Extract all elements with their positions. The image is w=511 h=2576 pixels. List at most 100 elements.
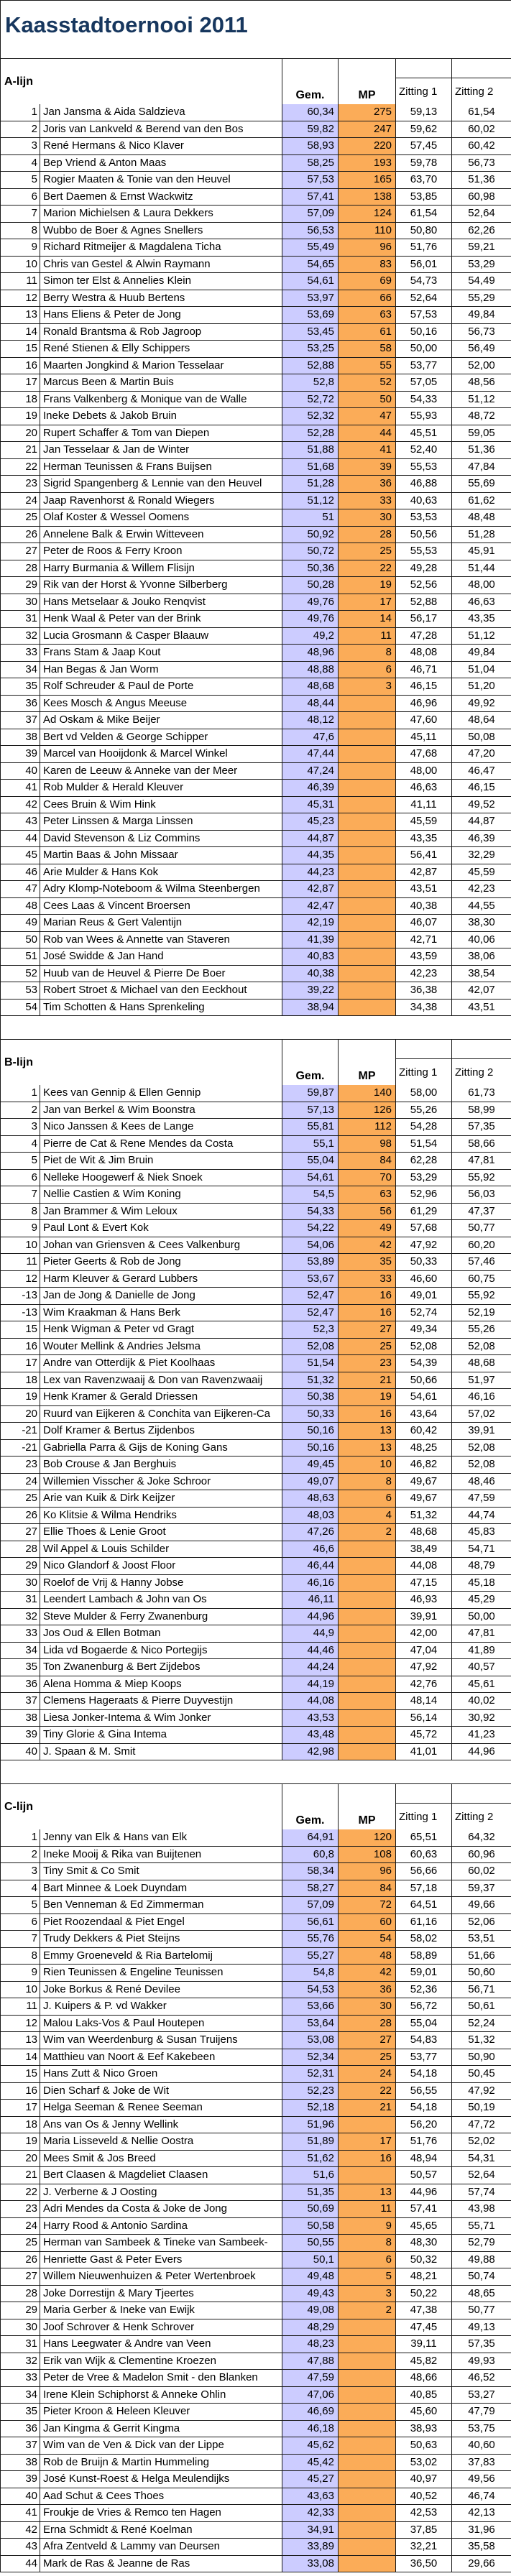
gem-cell: 54,61: [282, 1169, 339, 1186]
rank-cell: 28: [1, 2285, 40, 2302]
zitting1-cell: 52,74: [396, 1304, 452, 1321]
mp-cell: 140: [339, 1085, 396, 1102]
gem-cell: 52,47: [282, 1304, 339, 1321]
gem-cell: 46,18: [282, 2420, 339, 2437]
gem-cell: 56,53: [282, 222, 339, 239]
table-row: 18 Ans van Os & Jenny Wellink 51,96 56,2…: [1, 2116, 511, 2133]
pair-names-cell: Ans van Os & Jenny Wellink: [40, 2116, 282, 2133]
gem-cell: 50,36: [282, 560, 339, 576]
table-row: 50 Rob van Wees & Annette van Staveren 4…: [1, 931, 511, 948]
zitting2-cell: 53,51: [452, 1931, 511, 1947]
zitting2-cell: 52,24: [452, 2016, 511, 2032]
zitting1-cell: 51,54: [396, 1135, 452, 1152]
table-row: 26 Ko Klitsie & Wilma Hendriks 48,03 4 5…: [1, 1507, 511, 1524]
zitting1-cell: 52,40: [396, 442, 452, 458]
zitting2-cell: 50,08: [452, 729, 511, 746]
gem-cell: 33,89: [282, 2539, 339, 2555]
section-label: C-lijn: [1, 1784, 282, 1829]
table-row: 7 Trudy Dekkers & Piet Steijns 55,76 54 …: [1, 1931, 511, 1948]
rank-cell: 29: [1, 1558, 40, 1574]
page-title: Kaasstadtoernooi 2011: [5, 12, 248, 37]
zitting1-cell: 54,18: [396, 2100, 452, 2116]
zitting1-cell: 54,83: [396, 2032, 452, 2049]
zitting1-cell: 60,42: [396, 1423, 452, 1439]
gem-cell: 55,04: [282, 1153, 339, 1169]
gem-cell: 46,39: [282, 780, 339, 796]
table-row: 17 Marcus Been & Martin Buis 52,8 52 57,…: [1, 374, 511, 392]
zitting1-cell: 56,20: [396, 2116, 452, 2133]
rank-cell: 32: [1, 2353, 40, 2369]
empty-header-cell: [396, 1040, 451, 1059]
zitting1-cell: 41,11: [396, 796, 452, 813]
gem-cell: 53,67: [282, 1270, 339, 1287]
zitting2-cell: 50,90: [452, 2049, 511, 2066]
rank-cell: 23: [1, 476, 40, 492]
rank-cell: 42: [1, 2521, 40, 2538]
gem-cell: 46,11: [282, 1592, 339, 1608]
zitting1-cell: 46,88: [396, 476, 452, 492]
pair-names-cell: J. Kuipers & P. vd Wakker: [40, 1998, 282, 2015]
gem-cell: 55,1: [282, 1135, 339, 1152]
pair-names-cell: Cees Bruin & Wim Hink: [40, 796, 282, 813]
pair-names-cell: Marcus Been & Martin Buis: [40, 374, 282, 391]
gem-cell: 48,96: [282, 645, 339, 661]
rank-cell: 38: [1, 2454, 40, 2470]
rank-cell: 11: [1, 1254, 40, 1270]
gem-cell: 47,06: [282, 2386, 339, 2403]
zitting1-cell: 44,96: [396, 2184, 452, 2200]
table-row: 49 Marian Reus & Gert Valentijn 42,19 46…: [1, 915, 511, 932]
gem-cell: 44,46: [282, 1642, 339, 1658]
table-row: 19 Maria Lisseveld & Nellie Oostra 51,89…: [1, 2133, 511, 2151]
rank-cell: 10: [1, 1237, 40, 1253]
mp-cell: 6: [339, 2251, 396, 2268]
mp-cell: [339, 830, 396, 846]
table-row: 1 Kees van Gennip & Ellen Gennip 59,87 1…: [1, 1085, 511, 1102]
zitting2-cell: 57,35: [452, 2336, 511, 2353]
zitting2-cell: 42,23: [452, 881, 511, 897]
rank-cell: 12: [1, 290, 40, 306]
mp-cell: 83: [339, 256, 396, 272]
zitting2-cell: 40,60: [452, 2437, 511, 2454]
pair-names-cell: Peter Linssen & Marga Linssen: [40, 813, 282, 830]
pair-names-cell: Tiny Glorie & Gina Intema: [40, 1727, 282, 1743]
rank-cell: 36: [1, 1676, 40, 1692]
gem-cell: 47,24: [282, 762, 339, 779]
mp-cell: [339, 2539, 396, 2555]
zitting2-cell: 50,45: [452, 2066, 511, 2082]
zitting2-cell: 40,02: [452, 1693, 511, 1709]
column-header-gem: Gem.: [282, 1784, 339, 1829]
table-row: 28 Joke Dorrestijn & Mary Tjeertes 49,43…: [1, 2285, 511, 2302]
zitting1-cell: 47,04: [396, 1642, 452, 1658]
zitting1-cell: 55,53: [396, 458, 452, 475]
rank-cell: 2: [1, 1846, 40, 1862]
zitting1-cell: 42,71: [396, 931, 452, 948]
gem-cell: 50,55: [282, 2235, 339, 2251]
table-row: 38 Rob de Bruijn & Martin Hummeling 45,4…: [1, 2454, 511, 2471]
mp-cell: [339, 1592, 396, 1608]
zitting1-cell: 50,22: [396, 2285, 452, 2302]
gem-cell: 50,92: [282, 526, 339, 543]
rank-cell: 45: [1, 847, 40, 864]
mp-cell: [339, 2336, 396, 2353]
zitting2-cell: 52,19: [452, 1305, 511, 1321]
pair-names-cell: Pieter Kroon & Heleen Kleuver: [40, 2404, 282, 2420]
table-row: 27 Willem Nieuwenhuizen & Peter Wertenbr…: [1, 2268, 511, 2286]
pair-names-cell: Peter de Vree & Madelon Smit - den Blank…: [40, 2370, 282, 2386]
table-row: 18 Lex van Ravenzwaaij & Don van Ravenzw…: [1, 1372, 511, 1389]
mp-cell: 69: [339, 273, 396, 290]
zitting2-cell: 60,96: [452, 1847, 511, 1863]
table-row: 11 Simon ter Elst & Annelies Klein 54,61…: [1, 273, 511, 290]
zitting2-cell: 55,92: [452, 1170, 511, 1186]
mp-cell: [339, 965, 396, 982]
gem-cell: 48,29: [282, 2319, 339, 2335]
zitting2-cell: 48,00: [452, 577, 511, 594]
table-row: 23 Bob Crouse & Jan Berghuis 49,45 10 46…: [1, 1456, 511, 1474]
rank-cell: 46: [1, 864, 40, 880]
gem-cell: 52,8: [282, 374, 339, 391]
rank-cell: 36: [1, 2420, 40, 2437]
gem-cell: 49,07: [282, 1473, 339, 1490]
rank-cell: 11: [1, 273, 40, 290]
rank-cell: 27: [1, 2268, 40, 2285]
zitting2-cell: 47,72: [452, 2117, 511, 2133]
mp-cell: 72: [339, 1897, 396, 1913]
